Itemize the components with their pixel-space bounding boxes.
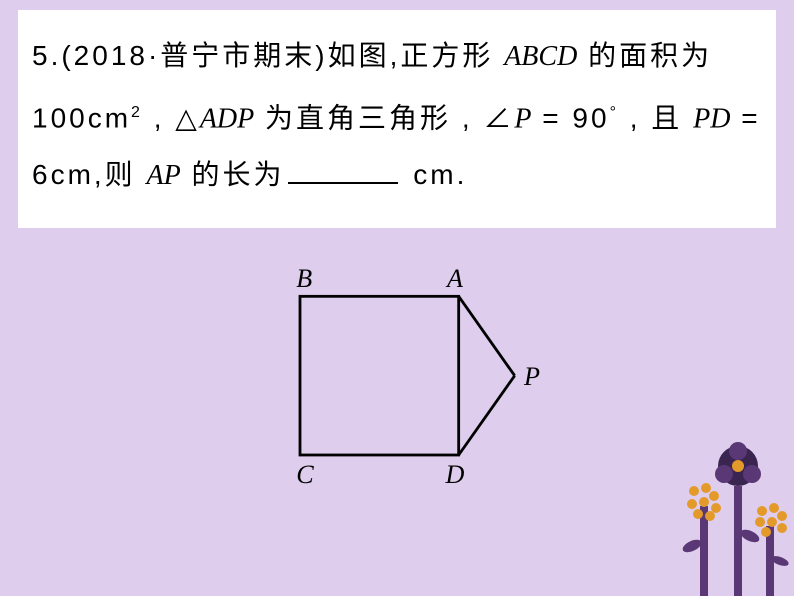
text-segment: cm. xyxy=(402,159,467,190)
text-segment: , 且 xyxy=(619,102,693,133)
svg-text:B: B xyxy=(296,264,312,293)
superscript: 2 xyxy=(131,104,143,121)
svg-text:C: C xyxy=(296,460,314,489)
problem-text: 5.(2018·普宁市期末)如图,正方形 ABCD 的面积为 100cm2 , … xyxy=(18,10,776,228)
var-ap: AP xyxy=(146,160,180,191)
svg-text:A: A xyxy=(445,264,464,293)
text-segment: 的长为 xyxy=(181,159,285,190)
degree: ° xyxy=(610,104,619,121)
text-segment: 如图,正方形 xyxy=(328,40,505,71)
var-abcd: ABCD xyxy=(504,41,577,72)
svg-text:D: D xyxy=(444,460,464,489)
text-segment: = 90 xyxy=(532,102,610,133)
problem-number: 5. xyxy=(32,40,61,71)
var-p: P xyxy=(514,103,531,134)
geometry-diagram: B A C D P xyxy=(272,250,552,520)
problem-source: (2018·普宁市期末) xyxy=(61,40,327,71)
answer-blank xyxy=(288,182,398,184)
var-pd: PD xyxy=(693,103,730,134)
svg-text:P: P xyxy=(523,362,540,391)
text-segment: , △ xyxy=(143,102,200,133)
corner-decoration xyxy=(594,396,794,596)
var-adp: ADP xyxy=(200,103,254,134)
text-segment: 为直角三角形 , ∠ xyxy=(254,102,514,133)
